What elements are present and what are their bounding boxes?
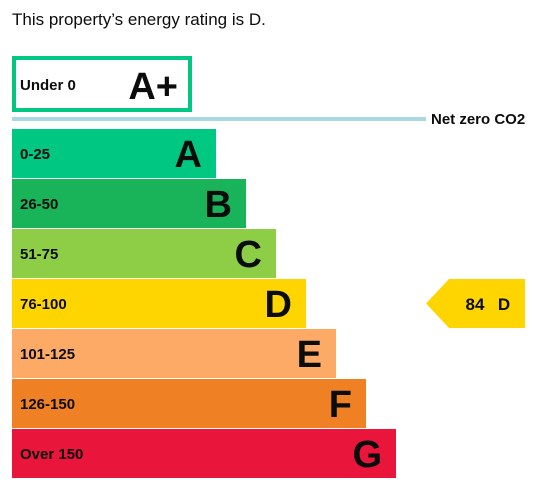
top-band-letter: A+ bbox=[128, 66, 178, 108]
band-range-b: 26-50 bbox=[20, 196, 58, 213]
band-letter-e: E bbox=[297, 334, 322, 376]
top-band-range: Under 0 bbox=[20, 77, 76, 94]
band-range-g: Over 150 bbox=[20, 446, 83, 463]
band-range-d: 76-100 bbox=[20, 296, 67, 313]
band-letter-a: A bbox=[175, 134, 202, 176]
band-range-f: 126-150 bbox=[20, 396, 75, 413]
band-letter-f: F bbox=[329, 384, 352, 426]
net-zero-label: Net zero CO2 bbox=[431, 111, 525, 128]
band-range-c: 51-75 bbox=[20, 246, 58, 263]
band-letter-d: D bbox=[265, 284, 292, 326]
band-range-a: 0-25 bbox=[20, 146, 50, 163]
band-letter-b: B bbox=[205, 184, 232, 226]
band-letter-c: C bbox=[235, 234, 262, 276]
band-letter-g: G bbox=[352, 434, 382, 476]
band-range-e: 101-125 bbox=[20, 346, 75, 363]
current-rating-score: 84 bbox=[466, 295, 485, 314]
band-group: 0-25 A 26-50 B 51-75 C 76-100 D 101-125 E 126-150 F… bbox=[12, 129, 396, 478]
current-rating-letter: D bbox=[498, 295, 510, 314]
